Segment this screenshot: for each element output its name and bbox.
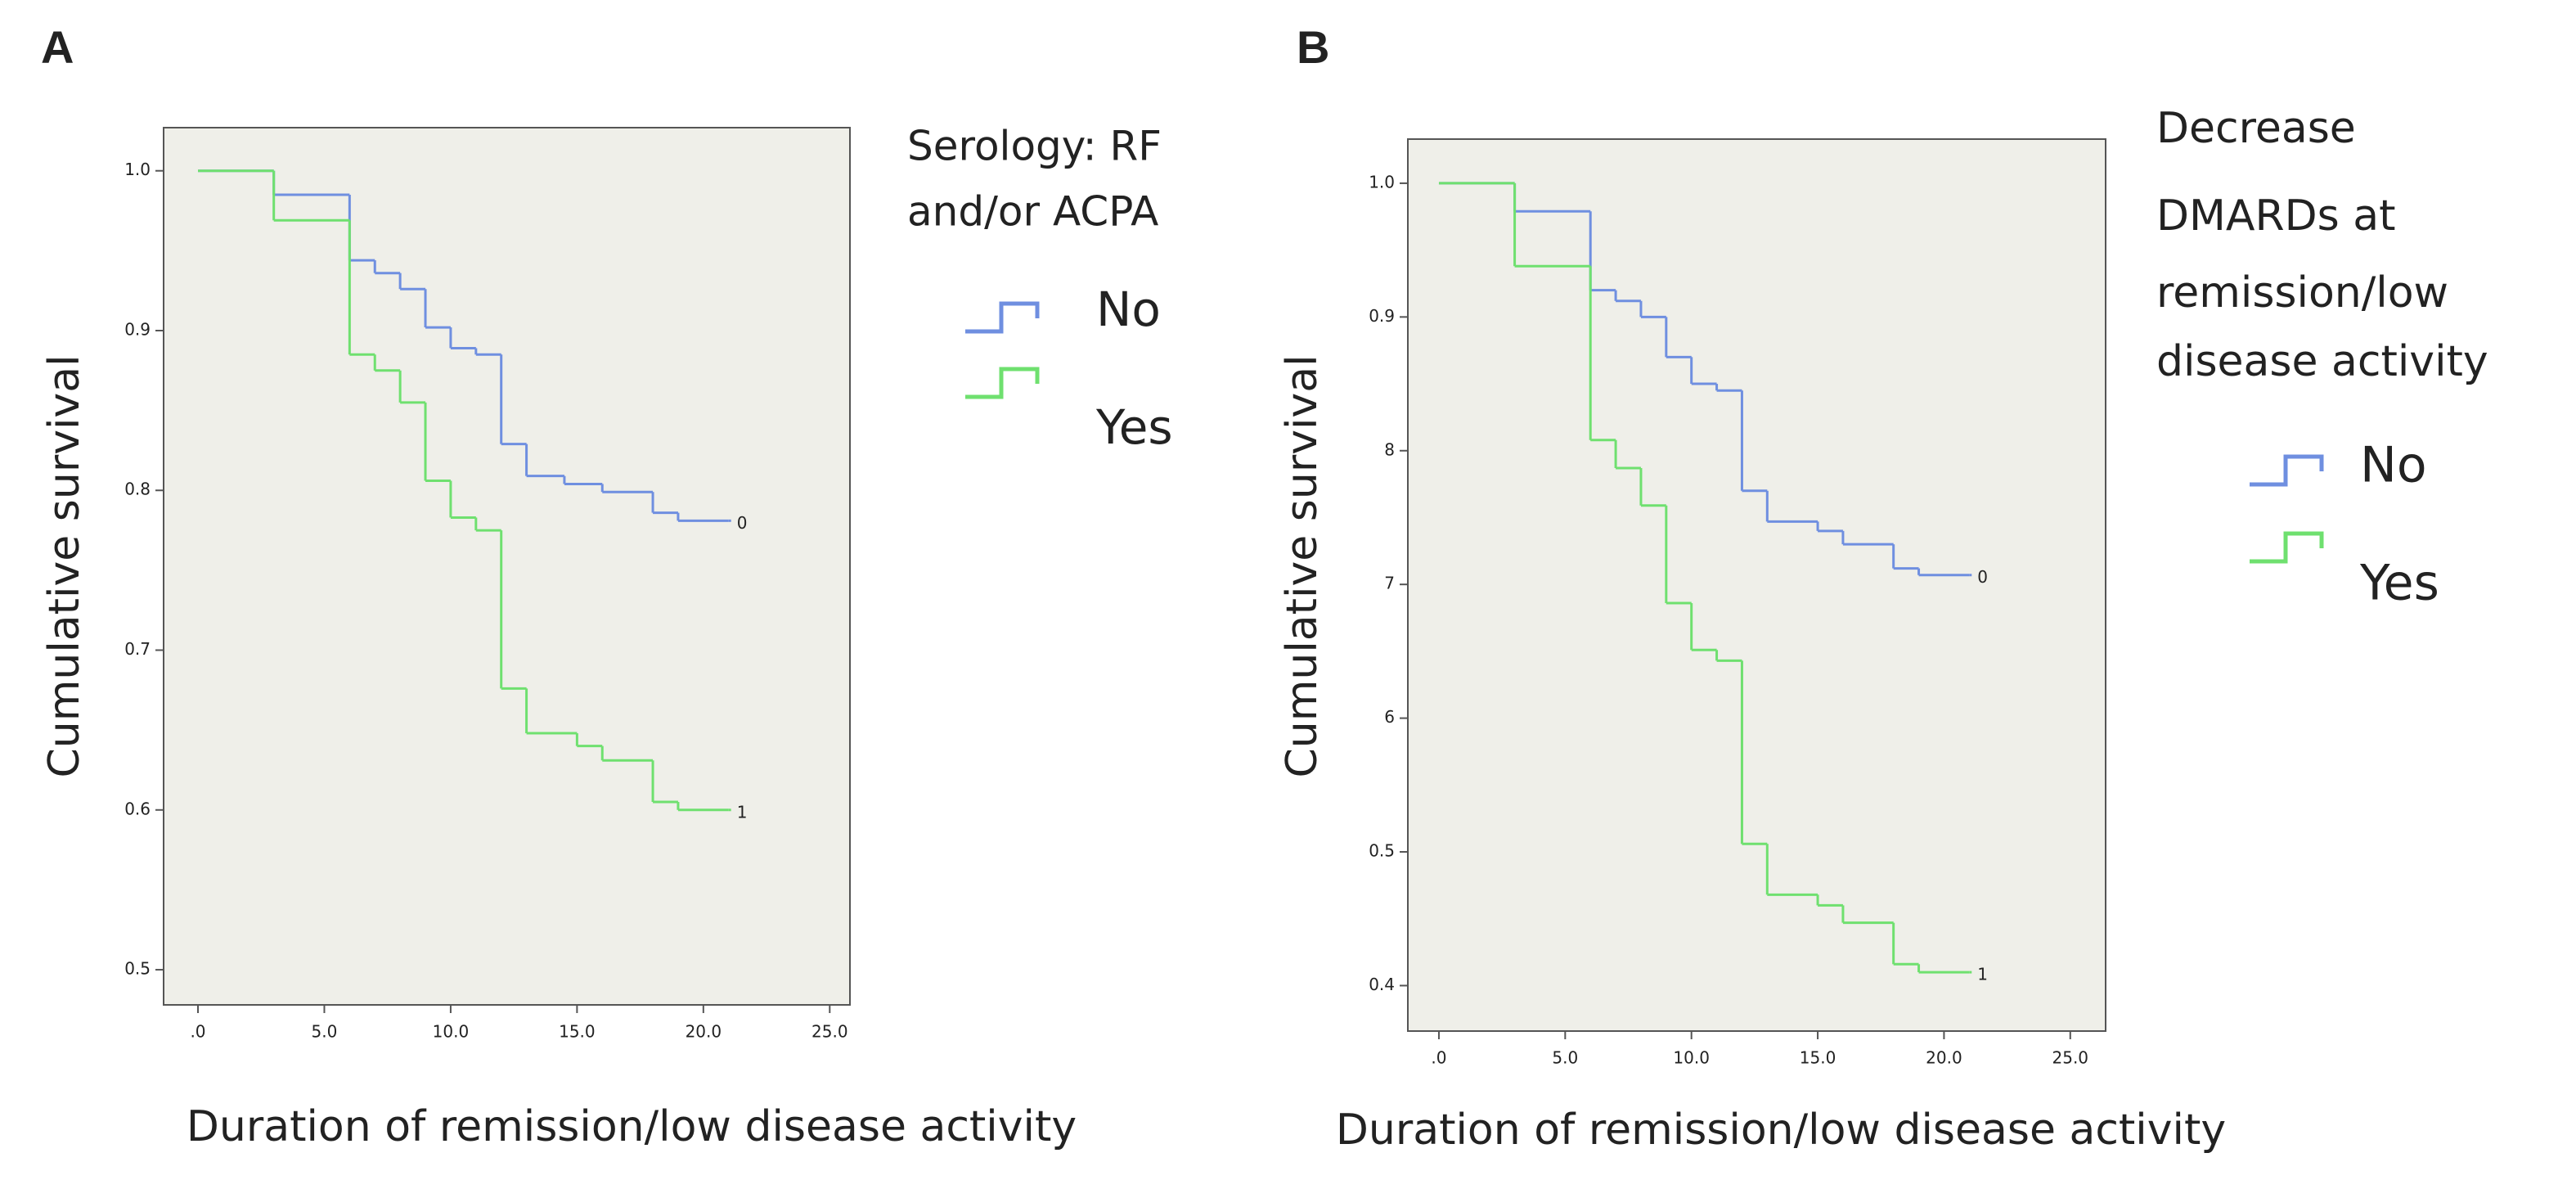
legend-label: No: [2360, 437, 2427, 494]
x-tick-label: 15.0: [559, 1022, 596, 1042]
curve-end-label: 0: [737, 513, 748, 533]
curve-end-label: 1: [737, 802, 748, 822]
y-tick-label: 0.7: [124, 639, 151, 659]
y-tick-label: 6: [1384, 707, 1395, 727]
y-tick-label: 0.4: [1369, 975, 1395, 994]
legend-title: remission/low: [2156, 268, 2448, 318]
curve-end-label: 0: [1977, 567, 1988, 587]
x-tick-label: 20.0: [686, 1022, 722, 1042]
panel-label: A: [41, 21, 74, 73]
legend-title: disease activity: [2156, 337, 2488, 386]
x-tick-label: 5.0: [312, 1022, 338, 1042]
y-tick-label: 0.5: [1369, 841, 1395, 861]
x-tick-label: 25.0: [811, 1022, 848, 1042]
plot-area: [163, 127, 851, 1006]
y-axis-label: Cumulative survival: [1278, 354, 1327, 777]
y-axis-label: Cumulative survival: [40, 354, 89, 777]
y-tick-label: 0.8: [124, 480, 151, 499]
legend-icon: [965, 301, 1040, 334]
x-tick-label: 5.0: [1552, 1048, 1578, 1068]
x-tick-label: .0: [1431, 1048, 1446, 1068]
legend-label: No: [1096, 281, 1161, 337]
x-axis-label: Duration of remission/low disease activi…: [187, 1102, 1077, 1151]
y-tick-label: 8: [1384, 439, 1395, 459]
legend-label: Yes: [2359, 555, 2439, 612]
x-tick-label: 15.0: [1800, 1048, 1836, 1068]
legend-title: DMARDs at: [2156, 191, 2396, 241]
legend-label: Yes: [1095, 399, 1173, 455]
legend-title: Decrease: [2156, 104, 2356, 153]
y-tick-label: 0.6: [124, 799, 151, 818]
y-tick-label: 0.9: [124, 319, 151, 339]
x-tick-label: 20.0: [1926, 1048, 1962, 1068]
panel-label: B: [1297, 21, 1329, 73]
y-tick-label: 1.0: [1369, 172, 1395, 191]
curve-end-label: 1: [1977, 965, 1988, 984]
x-axis-label: Duration of remission/low disease activi…: [1336, 1106, 2226, 1155]
legend-icon: [2250, 531, 2324, 564]
legend-icon: [2250, 454, 2324, 487]
x-tick-label: 10.0: [433, 1022, 470, 1042]
x-tick-label: 10.0: [1673, 1048, 1710, 1068]
legend-title: and/or ACPA: [907, 188, 1158, 236]
y-tick-label: 7: [1384, 574, 1395, 593]
y-tick-label: 1.0: [124, 160, 151, 179]
y-tick-label: 0.5: [124, 959, 151, 979]
legend-icon: [965, 367, 1040, 399]
x-tick-label: 25.0: [2052, 1048, 2089, 1068]
x-tick-label: .0: [190, 1022, 205, 1042]
y-tick-label: 0.9: [1369, 306, 1395, 326]
plot-area: [1407, 138, 2106, 1032]
legend-title: Serology: RF: [907, 123, 1162, 170]
